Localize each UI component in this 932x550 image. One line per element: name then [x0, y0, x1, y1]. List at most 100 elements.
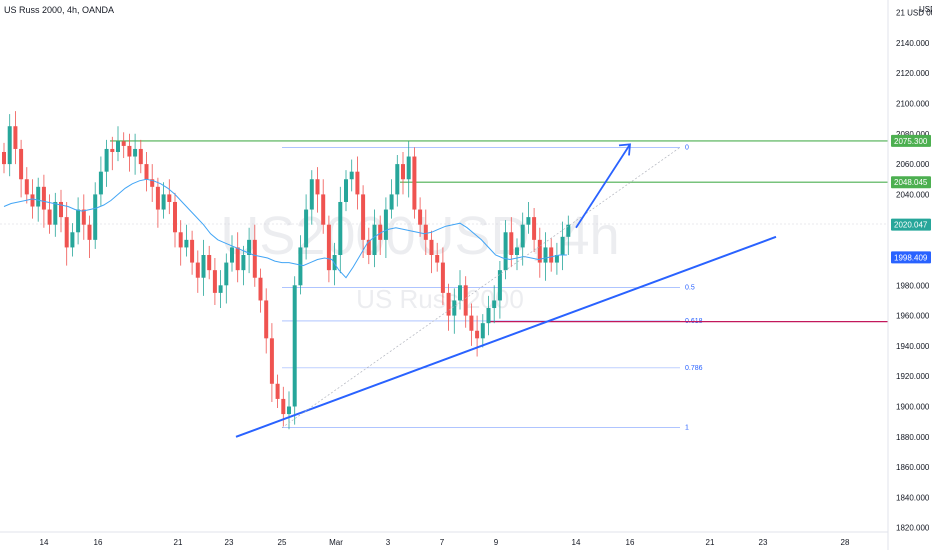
watermark-name: US Russ 2000	[356, 284, 524, 314]
time-tick-label: 7	[440, 538, 445, 547]
price-tick-label: 1920.000	[896, 372, 930, 381]
candle-body	[121, 141, 126, 146]
candle-body	[458, 285, 462, 301]
price-tick-label: 1940.000	[896, 342, 930, 351]
candle-body	[344, 179, 348, 202]
candle-body	[133, 148, 138, 157]
candle-body	[2, 151, 6, 165]
candle-body	[241, 255, 246, 271]
price-tick-label: 1900.000	[896, 403, 930, 412]
candle-body	[520, 224, 525, 248]
fib-level-label: 0.5	[685, 285, 695, 292]
candle-body	[412, 156, 417, 210]
candle-body	[503, 232, 508, 271]
candle-body	[150, 179, 155, 187]
candle-body	[543, 247, 548, 263]
price-tags: 2075.300 2048.045 2020.047 1998.409	[891, 134, 931, 264]
candle-body	[41, 186, 46, 210]
candle-body	[332, 255, 337, 271]
candle-body	[435, 255, 440, 263]
horizontal-lines[interactable]	[110, 140, 888, 323]
candle-body	[184, 239, 189, 248]
candle-body	[127, 145, 132, 157]
candle-body	[429, 239, 434, 255]
candle-body	[309, 179, 314, 210]
trendline[interactable]	[235, 235, 777, 438]
candle-body	[269, 338, 274, 384]
time-tick-label: 14	[40, 538, 49, 547]
price-tick-label: 1860.000	[896, 463, 930, 472]
candle-body	[36, 186, 41, 207]
candle-body	[138, 148, 143, 165]
candle-body	[281, 398, 286, 415]
time-tick-label: 9	[494, 538, 499, 547]
candle-body	[492, 300, 497, 309]
candlesticks	[2, 111, 571, 430]
candle-body	[7, 126, 12, 165]
candle-body	[378, 224, 383, 240]
time-tick-label: 21	[174, 538, 183, 547]
candle-body	[537, 239, 542, 263]
candle-body	[463, 285, 468, 316]
candle-body	[566, 224, 571, 237]
candle-body	[418, 209, 423, 225]
candle-body	[560, 236, 565, 255]
candle-body	[395, 164, 400, 195]
candle-body	[321, 194, 326, 225]
price-tag	[891, 218, 931, 231]
projection-arrow[interactable]	[575, 143, 631, 229]
candle-body	[116, 141, 120, 152]
time-tick-label: 23	[225, 538, 234, 547]
candle-body	[389, 194, 394, 210]
candle-body	[47, 209, 52, 225]
candle-body	[98, 171, 103, 195]
fib-level-label: 1	[685, 425, 689, 432]
candle-body	[515, 247, 519, 255]
candle-body	[383, 209, 388, 240]
candle-body	[76, 209, 81, 233]
candle-body	[401, 164, 405, 180]
candle-body	[452, 300, 457, 316]
candle-body	[509, 232, 514, 255]
candle-body	[292, 285, 297, 407]
price-tick-label: 2100.000	[896, 100, 930, 109]
candle-body	[144, 164, 149, 180]
candle-body	[161, 194, 166, 210]
time-tick-label: 16	[94, 538, 103, 547]
candle-body	[355, 171, 360, 195]
price-tag-label: 2020.047	[894, 221, 928, 230]
candle-body	[532, 217, 537, 240]
time-tick-label: 23	[759, 538, 768, 547]
candle-body	[19, 148, 24, 180]
price-tick-label: 2040.000	[896, 190, 930, 199]
price-tick-label: 1820.000	[896, 524, 930, 533]
candle-body	[195, 262, 200, 278]
candle-body	[87, 224, 92, 240]
candle-body	[212, 270, 217, 293]
candle-body	[224, 262, 229, 286]
candle-body	[167, 194, 172, 202]
price-tag-label: 1998.409	[894, 253, 928, 262]
price-tick-label: 1960.000	[896, 312, 930, 321]
price-axis[interactable]: 1820.000 1840.000 1860.000 1880.000 1900.000…	[896, 9, 932, 533]
candle-body	[338, 201, 343, 255]
time-tick-label: 3	[386, 538, 391, 547]
price-tick-label: 2060.000	[896, 160, 930, 169]
candle-body	[247, 239, 252, 255]
symbol-title[interactable]: US Russ 2000, 4h, OANDA	[4, 5, 115, 15]
fib-level-label: 0	[685, 144, 689, 151]
time-axis[interactable]: 14 16 21 23 25 Mar 3 7 9 14 16 21 23 28	[40, 538, 850, 547]
price-tick-label: 2080.000	[896, 130, 930, 139]
candle-body	[361, 194, 366, 240]
candle-body	[480, 323, 485, 339]
candle-body	[549, 247, 554, 263]
candle-body	[554, 255, 559, 263]
candle-body	[252, 239, 257, 278]
currency-label: USD	[919, 5, 932, 14]
time-tick-label: 21	[706, 538, 715, 547]
candle-body	[173, 201, 177, 233]
price-tag-label: 2075.300	[894, 137, 928, 146]
projection-arrow-shaft[interactable]	[575, 143, 631, 229]
